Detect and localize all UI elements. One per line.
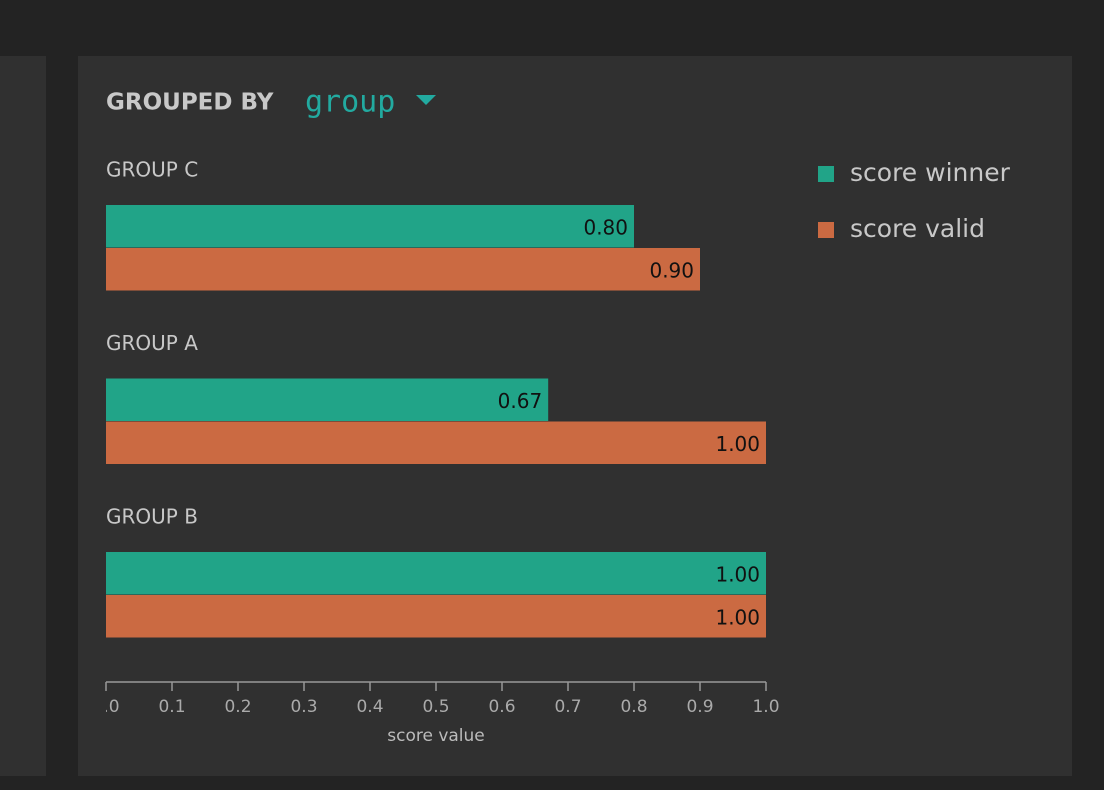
- value-label: 0.90: [649, 259, 694, 283]
- bar: [106, 595, 766, 638]
- value-label: 1.00: [715, 606, 760, 630]
- value-label: 1.00: [715, 432, 760, 456]
- legend-label: score winner: [850, 158, 1011, 187]
- value-label: 0.67: [498, 389, 543, 413]
- chart: GROUP C 0.80 0.90 GROUP A 0.67 1.00 GROUP B 1.0…: [92, 158, 1011, 746]
- bar: [106, 421, 766, 464]
- x-tick-label: 0.1: [158, 697, 185, 717]
- x-tick-label: 0.6: [488, 697, 515, 717]
- category-label: GROUP C: [106, 158, 198, 182]
- side-panel: [0, 56, 46, 776]
- x-tick-label: 0.2: [224, 697, 251, 717]
- x-tick-label: 0.8: [620, 697, 647, 717]
- value-label: 0.80: [583, 216, 628, 240]
- category-label: GROUP A: [106, 331, 198, 355]
- bar: [106, 248, 700, 291]
- x-tick-label: 0.3: [290, 697, 317, 717]
- category-label: GROUP B: [106, 505, 198, 529]
- group-selector-value[interactable]: group: [305, 85, 395, 120]
- x-tick-label: 0.7: [554, 697, 581, 717]
- x-tick-label: 0.0: [92, 697, 119, 717]
- x-axis-title: score value: [387, 726, 485, 746]
- value-label: 1.00: [715, 563, 760, 587]
- bar: [106, 378, 549, 421]
- x-tick-label: 0.4: [356, 697, 383, 717]
- bar: [106, 552, 766, 595]
- legend-label: score valid: [850, 214, 985, 243]
- x-tick-labels: 0.0 0.1 0.2 0.3 0.4 0.5 0.6 0.7 0.8 0.9 1.0: [92, 697, 780, 717]
- dropdown-arrow[interactable]: [416, 95, 436, 105]
- x-tick-label: 0.9: [686, 697, 713, 717]
- group-selector[interactable]: group: [305, 85, 436, 120]
- group-by-label: GROUPED BY: [106, 90, 274, 116]
- legend-swatch: [818, 222, 834, 238]
- bar: [106, 205, 634, 248]
- legend-swatch: [818, 166, 834, 182]
- x-tick-label: 0.5: [422, 697, 449, 717]
- x-tick-label: 1.0: [752, 697, 779, 717]
